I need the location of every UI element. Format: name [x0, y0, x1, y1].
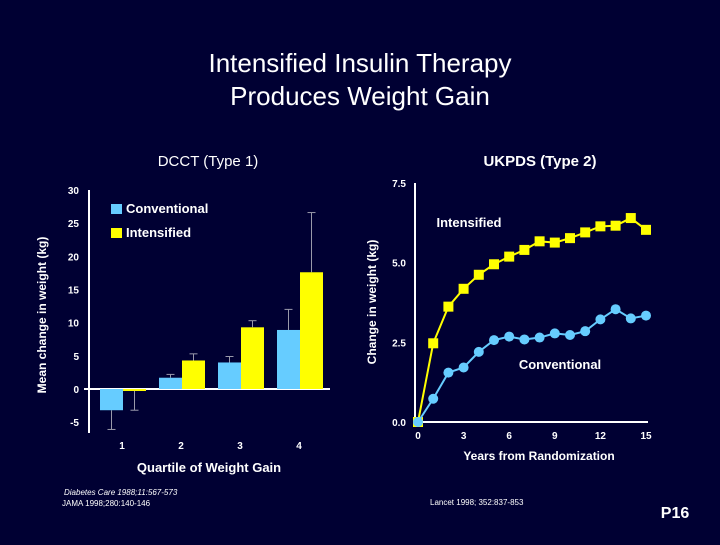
- ukpds-x-tick-label: 0: [415, 431, 421, 442]
- point-intensified: [534, 236, 545, 247]
- dcct-title: DCCT (Type 1): [158, 153, 259, 170]
- point-conventional: [595, 314, 606, 325]
- bar-conventional: [159, 377, 182, 389]
- point-intensified: [625, 213, 636, 224]
- ukpds-x-tick-label: 15: [640, 431, 652, 442]
- dcct-x-tick-label: 4: [296, 441, 302, 452]
- point-intensified: [565, 233, 575, 244]
- ukpds-x-axis-label: Years from Randomization: [463, 449, 614, 463]
- legend-label-intensified: Intensified: [126, 225, 191, 240]
- ukpds-title: UKPDS (Type 2): [483, 153, 596, 170]
- dcct-y-tick-label: 0: [73, 385, 79, 396]
- point-conventional: [413, 417, 423, 427]
- dcct-y-tick-label: 25: [68, 219, 80, 230]
- legend-label-conventional: Conventional: [126, 201, 208, 216]
- point-intensified: [473, 269, 484, 280]
- point-conventional: [580, 326, 591, 337]
- point-intensified: [489, 259, 499, 270]
- line-intensified: [417, 216, 647, 423]
- point-intensified: [458, 283, 469, 294]
- ukpds-x-tick-label: 12: [595, 431, 607, 442]
- point-conventional: [473, 346, 484, 357]
- ukpds-y-tick-label: 2.5: [392, 338, 406, 349]
- ukpds-y-axis-label: Change in weight (kg): [365, 240, 379, 365]
- point-conventional: [549, 328, 560, 339]
- bar-intensified: [182, 360, 205, 389]
- bar-intensified: [123, 389, 146, 391]
- point-conventional: [534, 332, 545, 343]
- dcct-x-tick-label: 1: [119, 441, 125, 452]
- dcct-x-axis-label: Quartile of Weight Gain: [137, 460, 281, 475]
- dcct-y-tick-label: -5: [70, 418, 79, 429]
- slide-title-line1: Intensified Insulin Therapy: [208, 48, 511, 78]
- point-intensified: [443, 301, 454, 312]
- ukpds-y-tick-label: 7.5: [392, 179, 406, 190]
- ukpds-x-tick-label: 3: [461, 431, 467, 442]
- point-conventional: [458, 362, 469, 373]
- series-label-intensified: Intensified: [436, 215, 501, 230]
- legend-swatch-intensified: [111, 228, 122, 238]
- slide-number: P16: [661, 505, 690, 522]
- point-intensified: [504, 251, 515, 262]
- dcct-bar-chart: DCCT (Type 1) Mean change in weight (kg)…: [35, 153, 330, 508]
- citation-jama: JAMA 1998;280:140-146: [62, 499, 151, 508]
- point-intensified: [641, 224, 651, 235]
- citation-diabetes-care: Diabetes Care 1988;11:567-573: [64, 488, 178, 497]
- dcct-y-tick-label: 5: [73, 352, 79, 363]
- point-intensified: [610, 220, 621, 231]
- dcct-y-axis-label: Mean change in weight (kg): [35, 237, 49, 394]
- citation-lancet: Lancet 1998; 352:837-853: [430, 498, 524, 507]
- point-conventional: [625, 313, 636, 324]
- point-intensified: [428, 338, 439, 349]
- point-conventional: [428, 393, 439, 404]
- dcct-y-tick-label: 30: [68, 186, 80, 197]
- point-intensified: [549, 237, 560, 248]
- ukpds-y-tick-label: 0.0: [392, 418, 406, 429]
- line-conventional: [417, 308, 647, 423]
- dcct-x-tick-label: 3: [237, 441, 243, 452]
- ukpds-x-tick-label: 6: [506, 431, 512, 442]
- bar-conventional: [218, 362, 241, 389]
- dcct-y-tick-label: 10: [68, 319, 80, 330]
- point-conventional: [443, 367, 454, 378]
- series-label-conventional: Conventional: [519, 357, 601, 372]
- dcct-y-tick-label: 20: [68, 252, 80, 263]
- point-conventional: [504, 331, 515, 342]
- point-conventional: [565, 330, 575, 341]
- bar-intensified: [241, 327, 264, 389]
- point-intensified: [595, 221, 606, 232]
- bar-intensified: [300, 272, 323, 389]
- dcct-x-tick-label: 2: [178, 441, 184, 452]
- point-conventional: [519, 334, 530, 345]
- dcct-y-tick-label: 15: [68, 286, 80, 297]
- ukpds-line-chart: UKPDS (Type 2) Change in weight (kg) Yea…: [365, 153, 652, 507]
- bar-conventional: [100, 389, 123, 411]
- ukpds-y-tick-label: 5.0: [392, 259, 406, 270]
- point-conventional: [489, 335, 499, 346]
- legend-swatch-conventional: [111, 204, 122, 214]
- ukpds-x-tick-label: 9: [552, 431, 558, 442]
- point-intensified: [519, 244, 530, 255]
- point-intensified: [580, 227, 591, 238]
- slide-title-line2: Produces Weight Gain: [230, 81, 490, 111]
- point-conventional: [641, 310, 651, 321]
- point-conventional: [610, 304, 621, 315]
- bar-conventional: [277, 329, 300, 389]
